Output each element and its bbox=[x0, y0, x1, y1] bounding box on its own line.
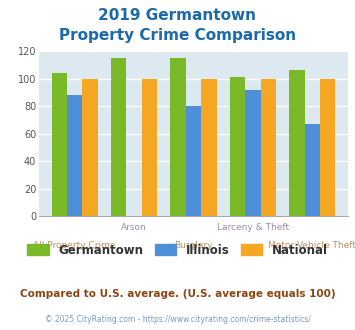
Bar bbox=[111, 58, 126, 216]
Legend: Germantown, Illinois, National: Germantown, Illinois, National bbox=[23, 239, 332, 261]
Text: 2019 Germantown: 2019 Germantown bbox=[98, 8, 257, 23]
Text: Larceny & Theft: Larceny & Theft bbox=[217, 223, 289, 232]
Bar bbox=[201, 79, 217, 216]
Bar bbox=[82, 79, 98, 216]
Bar bbox=[67, 95, 82, 216]
Bar bbox=[289, 70, 305, 216]
Bar bbox=[170, 58, 186, 216]
Bar bbox=[305, 124, 320, 216]
Text: Compared to U.S. average. (U.S. average equals 100): Compared to U.S. average. (U.S. average … bbox=[20, 289, 335, 299]
Text: All Property Crime: All Property Crime bbox=[33, 241, 116, 250]
Bar bbox=[142, 79, 157, 216]
Text: Property Crime Comparison: Property Crime Comparison bbox=[59, 28, 296, 43]
Bar bbox=[51, 73, 67, 216]
Bar bbox=[261, 79, 276, 216]
Bar bbox=[230, 77, 245, 216]
Text: Burglary: Burglary bbox=[174, 241, 213, 250]
Text: Arson: Arson bbox=[121, 223, 147, 232]
Text: © 2025 CityRating.com - https://www.cityrating.com/crime-statistics/: © 2025 CityRating.com - https://www.city… bbox=[45, 315, 310, 324]
Text: Motor Vehicle Theft: Motor Vehicle Theft bbox=[268, 241, 355, 250]
Bar bbox=[245, 90, 261, 216]
Bar bbox=[186, 106, 201, 216]
Bar bbox=[320, 79, 335, 216]
